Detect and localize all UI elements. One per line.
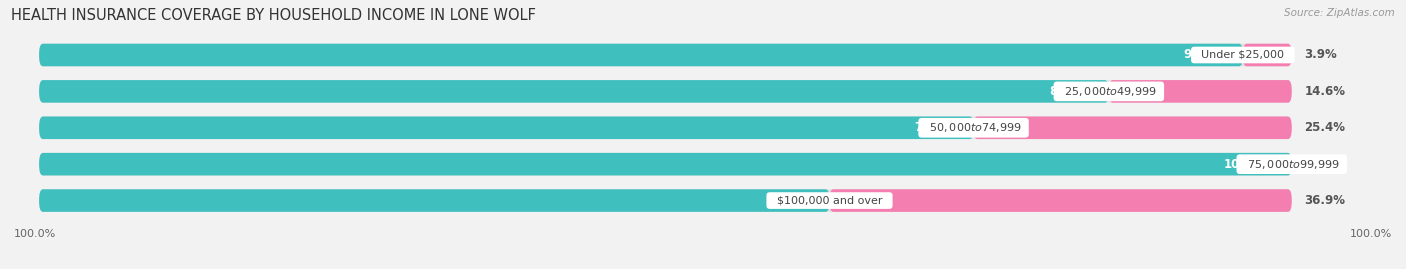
FancyBboxPatch shape xyxy=(39,153,1292,175)
FancyBboxPatch shape xyxy=(830,189,1292,212)
FancyBboxPatch shape xyxy=(39,153,1292,175)
Text: 3.9%: 3.9% xyxy=(1305,48,1337,62)
FancyBboxPatch shape xyxy=(39,44,1292,66)
Text: 25.4%: 25.4% xyxy=(1305,121,1346,134)
Text: Source: ZipAtlas.com: Source: ZipAtlas.com xyxy=(1284,8,1395,18)
Text: $25,000 to $49,999: $25,000 to $49,999 xyxy=(1057,85,1161,98)
Text: 63.1%: 63.1% xyxy=(770,194,811,207)
Text: Under $25,000: Under $25,000 xyxy=(1194,50,1291,60)
Text: $100,000 and over: $100,000 and over xyxy=(769,196,889,206)
FancyBboxPatch shape xyxy=(39,189,1292,212)
Text: 0.0%: 0.0% xyxy=(1310,158,1343,171)
FancyBboxPatch shape xyxy=(39,44,1243,66)
FancyBboxPatch shape xyxy=(1243,44,1292,66)
Text: 96.1%: 96.1% xyxy=(1182,48,1225,62)
Text: 14.6%: 14.6% xyxy=(1305,85,1346,98)
Text: HEALTH INSURANCE COVERAGE BY HOUSEHOLD INCOME IN LONE WOLF: HEALTH INSURANCE COVERAGE BY HOUSEHOLD I… xyxy=(11,8,536,23)
Text: 100.0%: 100.0% xyxy=(14,229,56,239)
Text: 36.9%: 36.9% xyxy=(1305,194,1346,207)
FancyBboxPatch shape xyxy=(1109,80,1292,103)
Text: 100.0%: 100.0% xyxy=(1350,229,1392,239)
FancyBboxPatch shape xyxy=(39,116,973,139)
FancyBboxPatch shape xyxy=(39,189,830,212)
FancyBboxPatch shape xyxy=(973,116,1292,139)
Text: $50,000 to $74,999: $50,000 to $74,999 xyxy=(922,121,1025,134)
Text: 85.4%: 85.4% xyxy=(1049,85,1090,98)
FancyBboxPatch shape xyxy=(39,116,1292,139)
FancyBboxPatch shape xyxy=(39,80,1109,103)
Text: 100.0%: 100.0% xyxy=(1225,158,1272,171)
Text: 74.6%: 74.6% xyxy=(914,121,955,134)
FancyBboxPatch shape xyxy=(39,80,1292,103)
Text: $75,000 to $99,999: $75,000 to $99,999 xyxy=(1240,158,1344,171)
